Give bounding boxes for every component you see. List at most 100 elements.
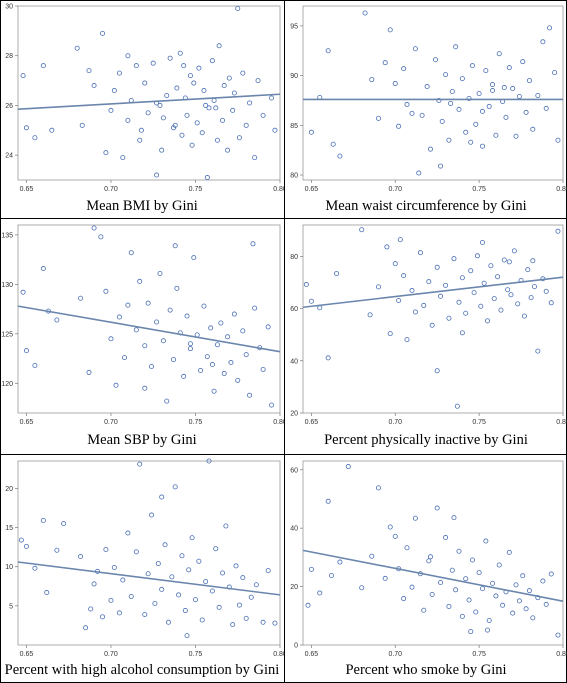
panel-mean-waist: 80 85 90 95 0.65 0.70 0.75 0.80 Mean waist circ… xyxy=(285,0,567,218)
data-point xyxy=(387,524,393,530)
data-point xyxy=(243,352,249,358)
data-point xyxy=(426,558,432,564)
data-point xyxy=(456,106,462,112)
y-tick-label: 90 xyxy=(290,73,298,80)
data-point xyxy=(272,620,278,626)
data-point xyxy=(513,582,519,588)
data-point xyxy=(61,521,67,527)
fit-line xyxy=(302,276,564,309)
data-point xyxy=(508,292,514,298)
data-point xyxy=(203,579,209,585)
data-point xyxy=(172,484,178,490)
data-point xyxy=(543,601,549,607)
data-point xyxy=(451,515,457,521)
data-point xyxy=(523,606,529,612)
scatter-plot: 20 40 60 80 0.65 0.70 0.75 0.80 xyxy=(290,224,567,426)
data-point xyxy=(116,70,122,76)
data-point xyxy=(308,298,314,304)
data-point xyxy=(199,617,205,623)
data-point xyxy=(138,127,144,133)
data-point xyxy=(401,66,407,72)
data-point xyxy=(337,559,343,565)
data-point xyxy=(236,602,242,608)
data-point xyxy=(466,95,472,101)
y-tick-label: 28 xyxy=(5,53,13,60)
data-point xyxy=(427,554,433,560)
data-point xyxy=(535,348,541,354)
data-point xyxy=(199,130,205,136)
data-point xyxy=(167,55,173,61)
data-point xyxy=(137,278,143,284)
y-tick-label: 125 xyxy=(1,331,13,338)
data-point xyxy=(483,68,489,74)
panel-caption: Mean BMI by Gini xyxy=(86,198,198,214)
data-point xyxy=(231,311,237,317)
data-point xyxy=(201,88,207,94)
data-point xyxy=(149,363,155,369)
x-tick-label: 0.75 xyxy=(189,186,203,193)
data-point xyxy=(174,85,180,91)
x-tick-label: 0.75 xyxy=(189,651,203,658)
data-point xyxy=(220,570,226,576)
data-point xyxy=(454,403,460,409)
data-point xyxy=(243,615,249,621)
data-point xyxy=(260,112,266,118)
data-point xyxy=(485,318,491,324)
data-point xyxy=(86,369,92,375)
data-point xyxy=(174,285,180,291)
data-point xyxy=(145,571,151,577)
data-point xyxy=(317,305,323,311)
data-point xyxy=(421,302,427,308)
data-point xyxy=(184,633,190,639)
data-point xyxy=(49,127,55,133)
data-point xyxy=(187,341,193,347)
data-point xyxy=(543,288,549,294)
data-point xyxy=(164,92,170,98)
x-tick-label: 0.65 xyxy=(20,651,34,658)
data-point xyxy=(469,557,475,563)
data-point xyxy=(181,63,187,69)
data-point xyxy=(32,363,38,369)
data-point xyxy=(459,613,465,619)
data-point xyxy=(495,274,501,280)
y-tick-label: 130 xyxy=(1,282,13,289)
data-point xyxy=(303,282,309,288)
data-point xyxy=(125,117,131,123)
data-point xyxy=(172,122,178,128)
data-point xyxy=(369,77,375,83)
data-point xyxy=(308,129,314,135)
plot-area xyxy=(17,5,281,181)
data-point xyxy=(443,72,449,78)
data-point xyxy=(142,611,148,617)
data-point xyxy=(247,100,253,106)
data-point xyxy=(128,593,134,599)
data-point xyxy=(367,312,373,318)
x-tick-label: 0.65 xyxy=(305,651,319,658)
data-point xyxy=(526,78,532,84)
data-point xyxy=(382,575,388,581)
data-point xyxy=(214,137,220,143)
x-tick-label: 0.65 xyxy=(305,186,319,193)
data-point xyxy=(187,346,193,352)
data-point xyxy=(40,518,46,524)
data-point xyxy=(412,46,418,52)
x-tick-label: 0.70 xyxy=(388,186,402,193)
data-point xyxy=(243,122,249,128)
x-tick-label: 0.70 xyxy=(388,651,402,658)
data-point xyxy=(449,567,455,573)
data-point xyxy=(91,225,97,231)
panel-caption: Percent who smoke by Gini xyxy=(345,662,507,678)
data-point xyxy=(506,549,512,555)
data-point xyxy=(133,549,139,555)
scatter-plot: 5 10 15 20 0.65 0.70 0.75 0.80 xyxy=(5,458,284,658)
data-point xyxy=(446,137,452,143)
data-point xyxy=(427,146,433,152)
data-point xyxy=(269,402,275,408)
data-point xyxy=(150,60,156,66)
data-point xyxy=(54,547,60,553)
data-point xyxy=(528,295,534,301)
data-point xyxy=(216,43,222,49)
y-tick-label: 20 xyxy=(290,584,298,591)
data-point xyxy=(201,303,207,309)
data-point xyxy=(375,115,381,121)
